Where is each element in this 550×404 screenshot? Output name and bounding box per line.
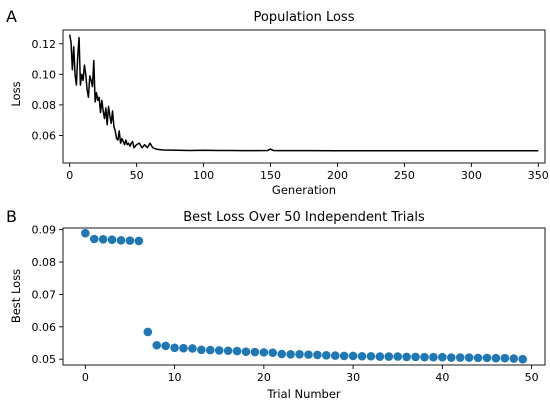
data-point bbox=[179, 343, 188, 353]
data-point bbox=[304, 350, 313, 359]
chart-a-ticks: 0 50 100 150 200 250 300 350 0.06 0.08 0.10 0.12 bbox=[32, 38, 549, 182]
data-point bbox=[259, 348, 269, 357]
data-point bbox=[482, 353, 492, 363]
x-tick-label-b: 30 bbox=[346, 371, 360, 384]
data-point bbox=[455, 353, 465, 362]
x-tick-label-b: 10 bbox=[168, 371, 182, 384]
x-tick-label-a: 0 bbox=[66, 169, 73, 182]
data-point bbox=[491, 353, 501, 363]
data-point bbox=[232, 346, 242, 356]
chart-b-title: Best Loss Over 50 Independent Trials bbox=[183, 210, 425, 225]
y-tick-label-b: 0.06 bbox=[32, 321, 57, 334]
data-point bbox=[402, 352, 411, 362]
data-point bbox=[295, 350, 304, 359]
chart-b-xlabel: Trial Number bbox=[266, 387, 341, 401]
data-point bbox=[357, 351, 367, 361]
panel-letter-b: B bbox=[6, 207, 17, 226]
data-point bbox=[464, 353, 474, 362]
data-point bbox=[509, 354, 519, 363]
population-loss-chart: Population Loss Generation Loss 0 50 100 15… bbox=[9, 10, 549, 197]
data-point bbox=[223, 346, 233, 356]
data-point bbox=[322, 350, 331, 360]
panel-letter-a: A bbox=[6, 7, 17, 26]
x-tick-label-a: 350 bbox=[528, 169, 549, 182]
data-point bbox=[384, 352, 394, 361]
data-point bbox=[116, 236, 126, 245]
chart-a-marks bbox=[68, 34, 539, 152]
data-point bbox=[134, 236, 144, 246]
data-point bbox=[420, 352, 429, 362]
x-tick-label-b: 50 bbox=[525, 371, 539, 384]
chart-a-xlabel: Generation bbox=[272, 183, 336, 197]
x-tick-label-a: 300 bbox=[461, 169, 482, 182]
y-tick-label-a: 0.12 bbox=[32, 38, 57, 51]
y-tick-label-b: 0.07 bbox=[32, 288, 57, 301]
data-point bbox=[188, 344, 197, 353]
x-tick-label-b: 0 bbox=[82, 371, 89, 384]
x-tick-label-a: 250 bbox=[394, 169, 415, 182]
chart-b-marks bbox=[81, 228, 527, 364]
chart-b-ylabel: Best Loss bbox=[9, 269, 23, 323]
data-point bbox=[473, 353, 483, 363]
data-point bbox=[205, 345, 215, 355]
x-tick-label-b: 40 bbox=[435, 371, 449, 384]
data-point bbox=[125, 236, 135, 245]
chart-a-title: Population Loss bbox=[254, 10, 355, 25]
x-tick-label-a: 50 bbox=[130, 169, 144, 182]
data-point bbox=[348, 351, 358, 361]
data-point bbox=[313, 350, 322, 360]
best-loss-chart: Best Loss Over 50 Independent Trials Tri… bbox=[9, 210, 546, 401]
data-point bbox=[330, 351, 340, 360]
data-point bbox=[81, 228, 90, 238]
data-point bbox=[250, 347, 260, 357]
chart-a-ylabel: Loss bbox=[9, 81, 23, 106]
data-point bbox=[286, 350, 295, 359]
chart-b-ticks: 0 10 20 30 40 50 0.05 0.06 0.07 0.08 0.09 bbox=[32, 224, 539, 384]
data-point bbox=[411, 352, 420, 362]
data-point bbox=[161, 341, 170, 351]
chart-b-axes-frame bbox=[62, 227, 546, 366]
data-point bbox=[518, 354, 527, 364]
data-point bbox=[429, 352, 438, 362]
x-tick-label-b: 20 bbox=[257, 371, 271, 384]
data-point bbox=[339, 351, 349, 361]
data-point bbox=[152, 340, 162, 350]
y-tick-label-b: 0.08 bbox=[32, 256, 57, 269]
y-tick-label-b: 0.05 bbox=[32, 353, 57, 366]
data-point bbox=[366, 351, 376, 361]
y-tick-label-a: 0.06 bbox=[32, 129, 57, 142]
y-tick-label-b: 0.09 bbox=[32, 224, 57, 237]
y-tick-label-a: 0.10 bbox=[32, 68, 57, 81]
chart-a-axes-frame bbox=[62, 29, 546, 164]
data-point bbox=[438, 352, 447, 362]
series-line-0 bbox=[68, 34, 539, 152]
x-tick-label-a: 100 bbox=[193, 169, 214, 182]
data-point bbox=[143, 327, 153, 337]
data-point bbox=[214, 346, 224, 355]
data-point bbox=[268, 348, 278, 357]
y-tick-label-a: 0.08 bbox=[32, 99, 57, 112]
x-tick-label-a: 200 bbox=[327, 169, 348, 182]
data-point bbox=[98, 235, 108, 244]
data-point bbox=[277, 349, 286, 359]
data-point bbox=[446, 353, 456, 362]
data-point bbox=[107, 235, 117, 244]
data-point bbox=[393, 352, 403, 361]
data-point bbox=[241, 347, 251, 357]
data-point bbox=[197, 345, 206, 355]
data-point bbox=[170, 343, 179, 353]
data-point bbox=[375, 352, 385, 361]
data-point bbox=[500, 353, 510, 363]
x-tick-label-a: 150 bbox=[260, 169, 281, 182]
data-point bbox=[89, 234, 99, 244]
